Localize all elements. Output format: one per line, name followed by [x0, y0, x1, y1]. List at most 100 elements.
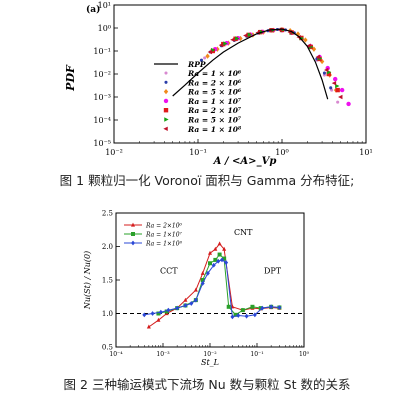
fig2-point-series-0: [183, 297, 188, 302]
fig2-point-series-1: [200, 278, 205, 282]
fig2-annotation: DPT: [264, 266, 282, 275]
fig2-point-series-1: [208, 261, 212, 266]
fig2-point-series-0: [208, 250, 212, 255]
fig2-x-tick-label: 10⁻²: [203, 351, 217, 358]
fig1-point-series-3: [333, 76, 338, 82]
fig1-point-series-6: [243, 33, 248, 38]
fig2-point-series-0: [200, 270, 205, 275]
fig2-point-series-2: [236, 313, 241, 318]
fig1-x-tick-label: 10⁰: [275, 148, 288, 157]
fig2-legend-label: Ra = 2×10⁶: [145, 223, 183, 230]
fig2-point-series-1: [213, 257, 218, 262]
fig1-legend-marker: [164, 71, 168, 75]
fig2-y-tick-label: 2.5: [102, 210, 113, 218]
fig1-point-series-5: [247, 32, 253, 37]
fig2-point-series-2: [224, 260, 229, 265]
fig1-y-tick-label: 10⁰: [98, 24, 111, 33]
fig1-y-tick-label: 10⁻⁵: [93, 139, 111, 148]
fig2-point-series-2: [252, 312, 257, 318]
figure1-caption: 图 1 颗粒归一化 Voronoï 面积与 Gamma 分布特征;: [59, 173, 355, 188]
fig2-point-series-2: [175, 305, 180, 311]
fig2-point-series-2: [183, 303, 188, 308]
fig2-point-series-2: [230, 314, 235, 320]
figure1-chart: (a) 10⁻² 10⁻¹ 10⁰ 10¹ 10⁻⁵ 10⁻⁴ 10⁻³ 10⁻² 10⁻¹ 10…: [64, 1, 373, 167]
fig2-point-series-2: [277, 305, 282, 310]
fig1-point-series-3: [346, 101, 351, 107]
fig1-point-series-5: [223, 41, 228, 46]
fig1-legend-label: Ra = 2 × 10⁶: [187, 78, 242, 87]
fig1-point-series-1: [322, 71, 326, 75]
fig1-point-series-0: [203, 56, 207, 60]
fig1-legend-label: Ra = 5 × 10⁶: [187, 88, 242, 97]
fig1-legend-marker: [163, 126, 168, 131]
fig2-legend-marker: [131, 232, 135, 236]
fig2-xlabel: St_L: [201, 358, 219, 367]
fig1-point-series-6: [331, 80, 337, 86]
fig2-point-series-0: [217, 241, 222, 246]
fig2-point-series-2: [158, 309, 163, 315]
fig2-point-series-1: [226, 304, 231, 309]
fig1-ylabel: PDF: [64, 64, 77, 92]
fig1-legend-label: Ra = 1 × 10⁶: [187, 69, 242, 78]
fig2-point-series-1: [222, 256, 227, 261]
fig1-xlabel: A / <A>_Vp: [213, 156, 277, 167]
fig2-point-series-0: [213, 246, 218, 251]
fig2-point-series-2: [166, 307, 171, 313]
fig1-y-tick-label: 10⁻³: [93, 93, 111, 102]
fig2-x-tick-label: 10⁰: [299, 351, 310, 358]
fig2-y-tick-label: 2.0: [102, 243, 113, 251]
fig1-point-series-6: [306, 43, 311, 48]
fig2-ylabel: Nu(St) / Nu(0): [83, 251, 92, 310]
fig2-plot-frame: [115, 212, 305, 348]
fig1-x-tick-label: 10⁻¹: [189, 148, 207, 157]
fig2-point-series-2: [211, 262, 216, 268]
fig1-legend-label: Ra = 2 × 10⁷: [187, 106, 242, 115]
fig2-point-series-1: [240, 308, 245, 313]
fig2-point-series-1: [250, 304, 255, 309]
fig2-point-series-2: [142, 312, 147, 318]
figure2-chart: 10⁻⁴ 10⁻³ 10⁻² 10⁻¹ 10⁰ 0.5 1.0 1.5 2.0 2.5 Ra = …: [83, 210, 310, 368]
fig2-point-series-0: [193, 287, 198, 292]
fig1-x-tick-label: 10¹: [359, 148, 372, 157]
fig2-y-tick-label: 0.5: [102, 344, 113, 352]
fig2-legend-marker: [131, 240, 135, 246]
fig1-point-series-2: [311, 46, 317, 52]
fig1-legend-marker: [164, 117, 169, 122]
fig1-legend-marker: [163, 88, 169, 95]
fig1-legend-marker: [163, 98, 169, 104]
fig2-legend-label: Ra = 1×10⁷: [145, 232, 183, 239]
fig1-point-series-0: [336, 100, 340, 104]
fig1-legend-label: Ra = 1 × 10⁷: [187, 97, 242, 106]
fig2-y-tick-label: 1.0: [102, 310, 113, 318]
fig2-line-series-0: [148, 243, 280, 328]
fig1-point-series-6: [324, 67, 329, 73]
fig1-y-tick-label: 10⁻¹: [93, 47, 111, 56]
fig1-point-series-6: [338, 94, 343, 100]
fig2-point-series-1: [233, 312, 238, 317]
fig1-point-series-1: [199, 58, 204, 62]
fig1-point-series-2: [303, 37, 308, 43]
fig2-line-series-1: [158, 253, 280, 316]
fig1-x-tick-label: 10⁻²: [105, 148, 123, 157]
fig1-point-series-6: [207, 49, 213, 55]
fig1-y-tick-label: 10⁻²: [93, 70, 111, 79]
fig2-point-series-2: [216, 258, 221, 264]
fig2-point-series-0: [156, 317, 161, 322]
fig1-point-series-6: [315, 54, 320, 60]
fig1-point-series-6: [218, 42, 224, 48]
fig2-point-series-1: [156, 311, 161, 316]
fig1-point-series-4: [221, 41, 226, 47]
fig1-point-series-4: [326, 71, 331, 77]
fig1-y-tick-label: 10⁻⁴: [93, 116, 111, 125]
fig2-point-series-0: [146, 324, 151, 329]
fig2-x-tick-label: 10⁻¹: [250, 351, 263, 358]
fig1-y-tick-label: 10¹: [98, 1, 111, 10]
fig2-point-series-2: [269, 304, 274, 310]
fig1-point-series-5: [211, 47, 216, 53]
fig2-point-series-2: [205, 270, 210, 276]
fig2-point-series-2: [200, 280, 205, 286]
fig1-point-series-5: [235, 36, 240, 41]
fig2-point-series-0: [222, 246, 227, 251]
fig2-point-series-2: [189, 301, 194, 306]
